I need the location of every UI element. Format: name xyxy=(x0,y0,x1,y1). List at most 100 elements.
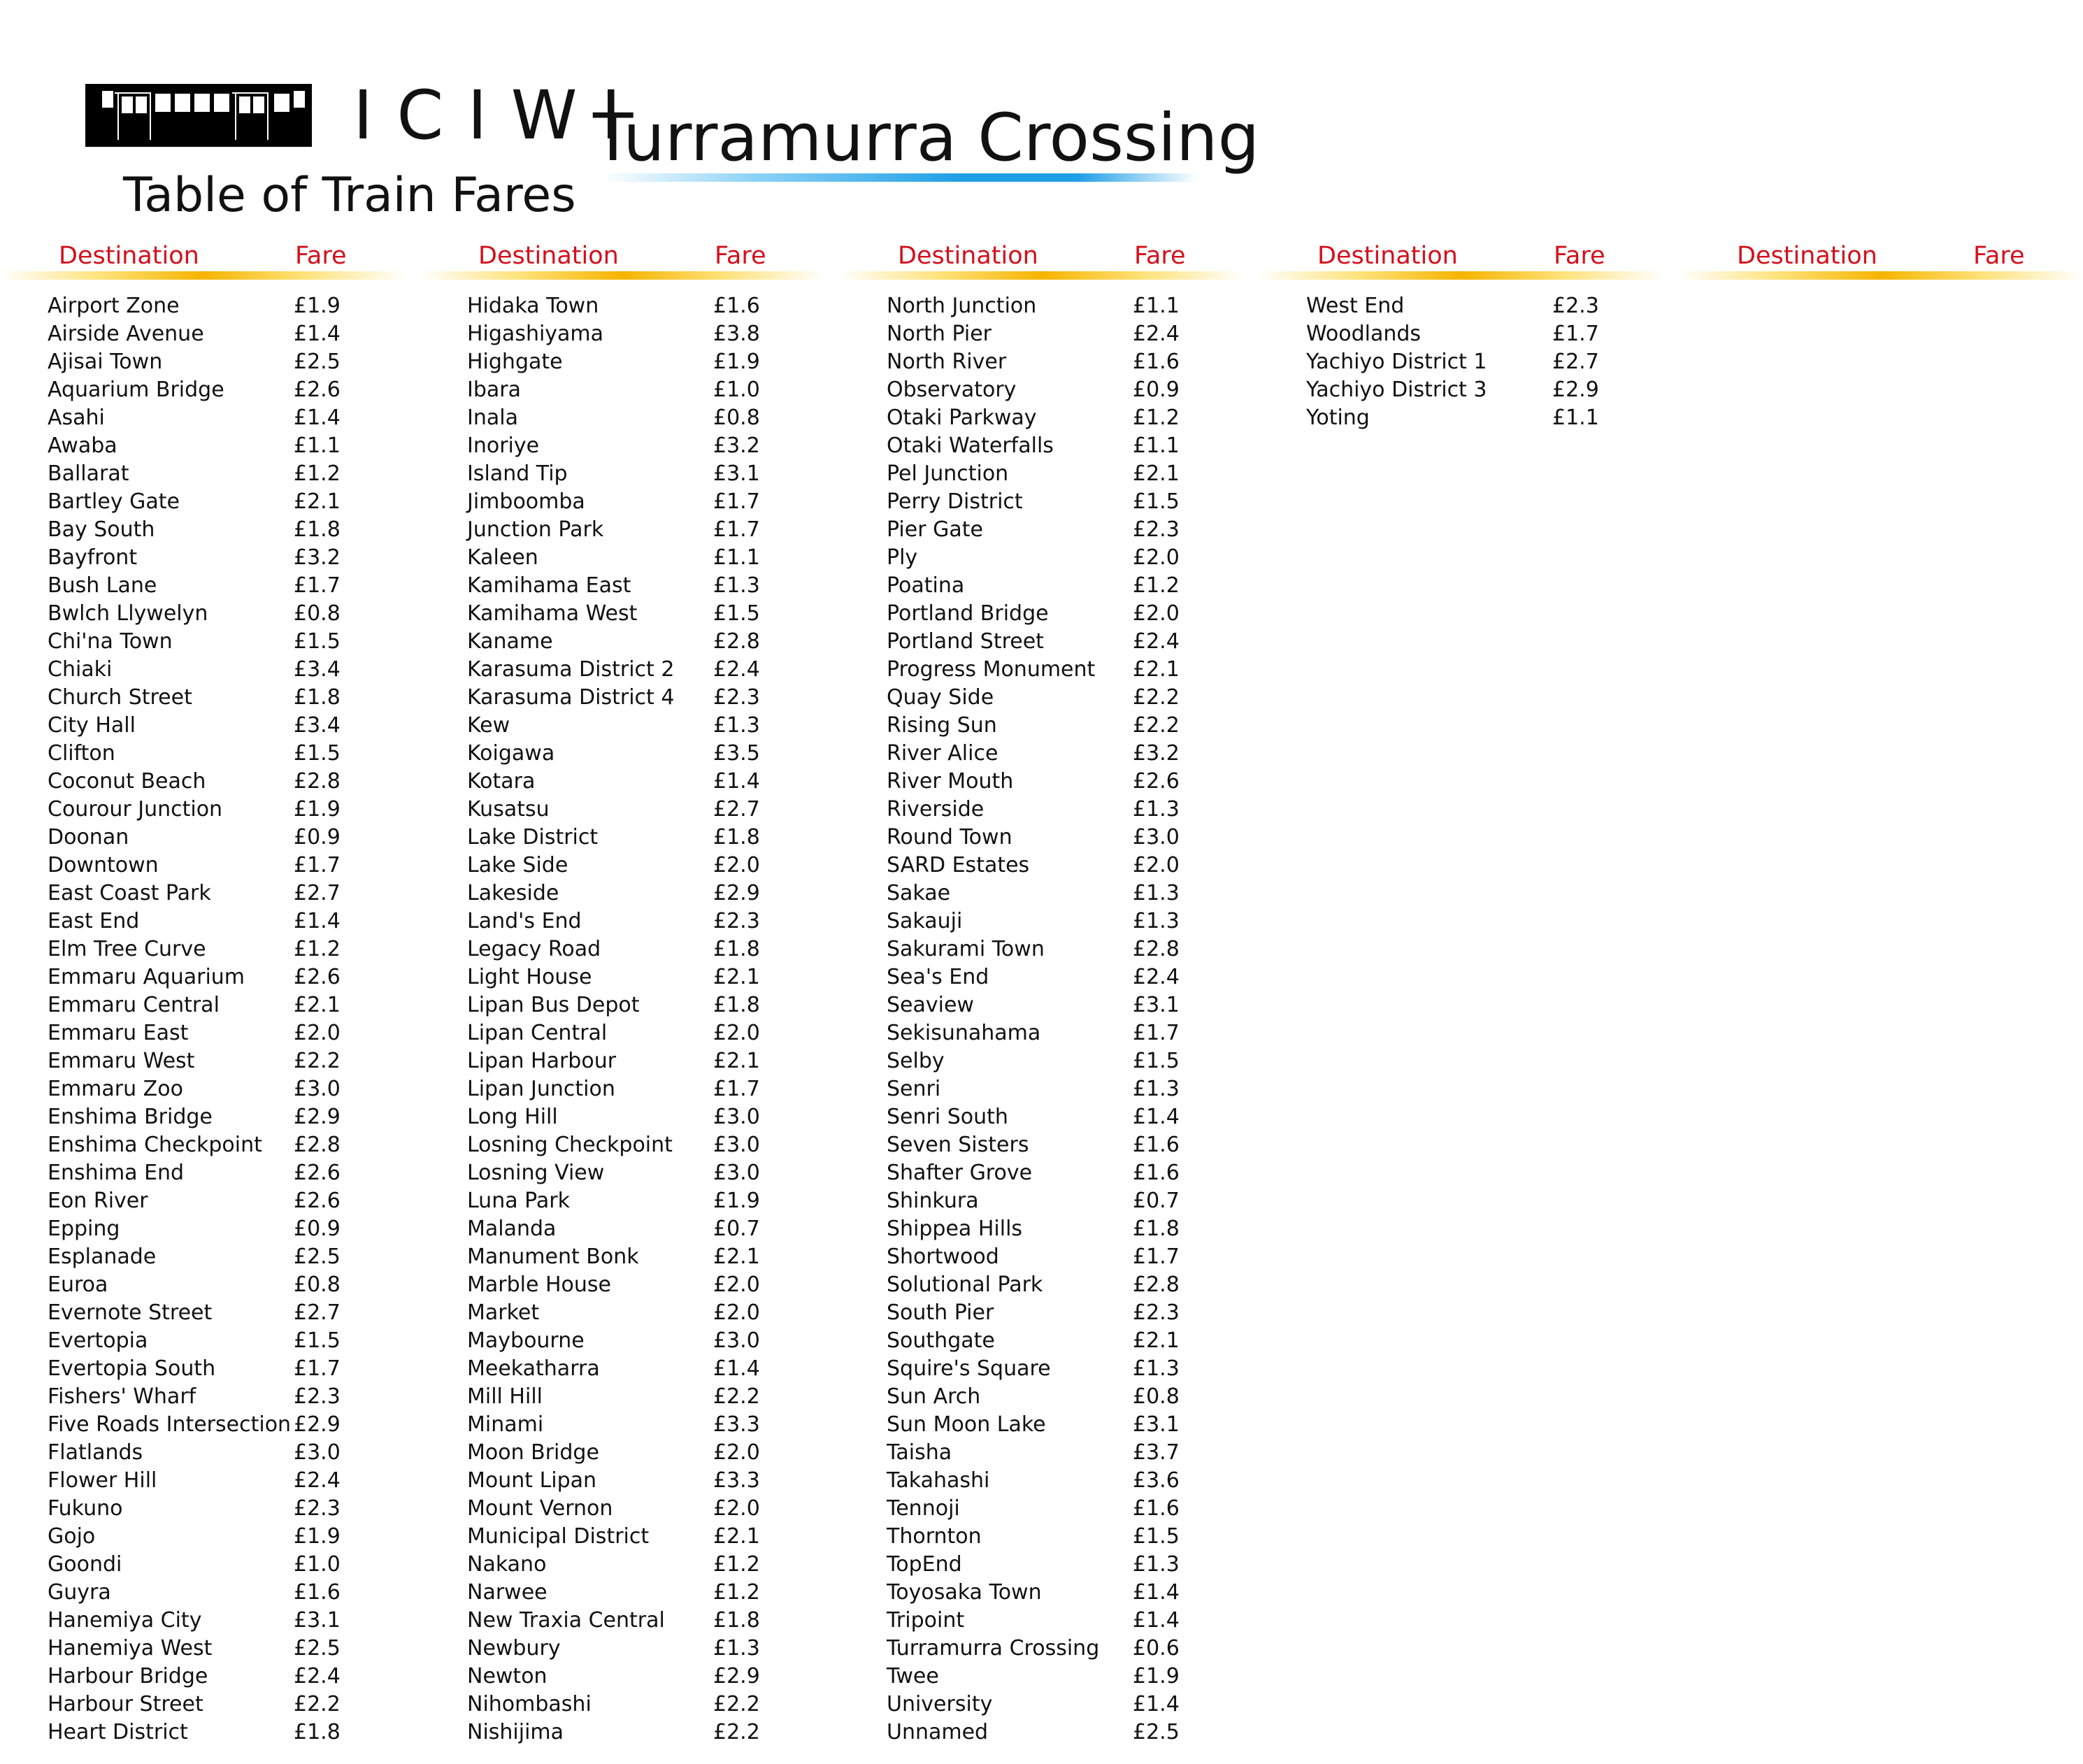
destination-name: Harbour Bridge xyxy=(48,1664,208,1688)
fare-row: Karasuma District 2 £2.4 xyxy=(420,656,839,684)
fare-row: Awaba £1.1 xyxy=(0,432,420,460)
fare-row: Manument Bonk £2.1 xyxy=(420,1243,839,1271)
fare-row: Karasuma District 4 £2.3 xyxy=(420,684,839,712)
fare-value: £2.9 xyxy=(1552,378,1599,402)
destination-name: Selby xyxy=(887,1049,945,1073)
fare-row: Mill Hill £2.2 xyxy=(420,1383,839,1411)
fare-row: Chi'na Town £1.5 xyxy=(0,628,420,656)
fare-value: £2.1 xyxy=(713,1524,760,1549)
destination-name: Ajisai Town xyxy=(48,350,163,374)
fare-row: Bartley Gate £2.1 xyxy=(0,488,420,516)
destination-name: Marble House xyxy=(467,1272,611,1297)
header-underline xyxy=(839,271,1245,280)
fare-value: £2.3 xyxy=(713,685,760,710)
fare-row: Yachiyo District 1 £2.7 xyxy=(1259,348,1678,376)
fare-row: Senri £1.3 xyxy=(839,1075,1259,1103)
destination-header: Destination xyxy=(478,242,619,270)
destination-name: Flower Hill xyxy=(48,1468,157,1493)
fare-value: £3.0 xyxy=(1133,825,1180,849)
fare-row: Progress Monument £2.1 xyxy=(839,656,1259,684)
fare-row: Lakeside £2.9 xyxy=(420,880,839,908)
destination-name: Pier Gate xyxy=(887,517,983,542)
fare-row: Lipan Harbour £2.1 xyxy=(420,1047,839,1075)
fare-row: Taisha £3.7 xyxy=(839,1439,1259,1467)
fare-value: £2.3 xyxy=(713,909,760,933)
destination-name: Highgate xyxy=(467,350,563,374)
fare-value: £2.5 xyxy=(294,1245,341,1269)
destination-name: Inala xyxy=(467,406,518,430)
fare-row: Fukuno £2.3 xyxy=(0,1495,420,1523)
fare-value: £3.0 xyxy=(294,1077,341,1101)
destination-name: Market xyxy=(467,1300,540,1325)
destination-name: Flatlands xyxy=(48,1440,143,1465)
fare-row: Portland Bridge £2.0 xyxy=(839,600,1259,628)
fare-row: Sakurami Town £2.8 xyxy=(839,935,1259,963)
fare-row: Enshima Bridge £2.9 xyxy=(0,1103,420,1131)
fare-row: Malanda £0.7 xyxy=(420,1215,839,1243)
fare-row: Poatina £1.2 xyxy=(839,572,1259,600)
fare-value: £1.1 xyxy=(1552,406,1599,430)
fare-value: £2.2 xyxy=(294,1049,341,1073)
destination-name: Enshima End xyxy=(48,1161,185,1185)
fare-value: £1.5 xyxy=(713,601,760,626)
destination-name: Long Hill xyxy=(467,1105,558,1129)
fare-row: Shortwood £1.7 xyxy=(839,1243,1259,1271)
fare-row: Airside Avenue £1.4 xyxy=(0,320,420,348)
destination-name: Otaki Parkway xyxy=(887,406,1037,430)
destination-name: Lipan Junction xyxy=(467,1077,615,1101)
fare-row: Woodlands £1.7 xyxy=(1259,320,1678,348)
destination-name: Emmaru Zoo xyxy=(48,1077,183,1101)
fare-value: £3.4 xyxy=(294,657,341,682)
destination-name: Enshima Bridge xyxy=(48,1105,213,1129)
fare-value: £1.7 xyxy=(294,1356,341,1381)
header-underline xyxy=(0,271,406,280)
fare-row: Chiaki £3.4 xyxy=(0,656,420,684)
fare-value: £1.9 xyxy=(713,1189,760,1213)
fare-value: £2.4 xyxy=(294,1468,341,1493)
fare-row: Airport Zone £1.9 xyxy=(0,292,420,320)
destination-name: Squire's Square xyxy=(887,1356,1051,1381)
fare-row: Clifton £1.5 xyxy=(0,740,420,768)
fare-value: £2.7 xyxy=(713,797,760,822)
destination-name: Kaname xyxy=(467,629,553,654)
fare-value: £2.0 xyxy=(1133,853,1180,877)
fare-row: Rising Sun £2.2 xyxy=(839,712,1259,740)
fare-row: Senri South £1.4 xyxy=(839,1103,1259,1131)
fare-value: £1.1 xyxy=(713,545,760,570)
destination-name: Sakurami Town xyxy=(887,937,1045,961)
fare-row: Esplanade £2.5 xyxy=(0,1243,420,1271)
destination-name: Narwee xyxy=(467,1580,547,1605)
destination-name: Bush Lane xyxy=(48,573,157,598)
destination-name: Ibara xyxy=(467,378,521,402)
fare-value: £1.3 xyxy=(1133,909,1180,933)
fare-row: Sun Arch £0.8 xyxy=(839,1383,1259,1411)
fare-row: Goondi £1.0 xyxy=(0,1551,420,1579)
fare-row: Tennoji £1.6 xyxy=(839,1495,1259,1523)
fare-value: £1.3 xyxy=(1133,881,1180,905)
destination-name: West End xyxy=(1306,294,1405,318)
fare-value: £0.7 xyxy=(1133,1189,1180,1213)
fare-value: £1.3 xyxy=(1133,1077,1180,1101)
fare-value: £0.8 xyxy=(1133,1384,1180,1409)
destination-name: Newton xyxy=(467,1664,547,1688)
destination-name: Minami xyxy=(467,1412,544,1437)
fare-value: £1.1 xyxy=(1133,294,1180,318)
destination-name: Fishers' Wharf xyxy=(48,1384,196,1409)
fare-row: Emmaru Zoo £3.0 xyxy=(0,1075,420,1103)
destination-name: Yachiyo District 1 xyxy=(1306,350,1487,374)
fare-row: Highgate £1.9 xyxy=(420,348,839,376)
fare-row: Ballarat £1.2 xyxy=(0,460,420,488)
fare-value: £1.4 xyxy=(294,322,341,346)
fare-value: £1.8 xyxy=(294,1720,341,1744)
fare-row: Inoriye £3.2 xyxy=(420,432,839,460)
destination-name: Aquarium Bridge xyxy=(48,378,224,402)
destination-name: Observatory xyxy=(887,378,1017,402)
destination-name: Inoriye xyxy=(467,433,540,458)
destination-name: Gojo xyxy=(48,1524,96,1549)
fare-value: £2.6 xyxy=(294,1189,341,1213)
fare-value: £2.3 xyxy=(1552,294,1599,318)
destination-name: Bay South xyxy=(48,517,155,542)
fare-value: £1.6 xyxy=(1133,1133,1180,1157)
destination-name: Rising Sun xyxy=(887,713,997,738)
fare-value: £2.3 xyxy=(294,1496,341,1521)
